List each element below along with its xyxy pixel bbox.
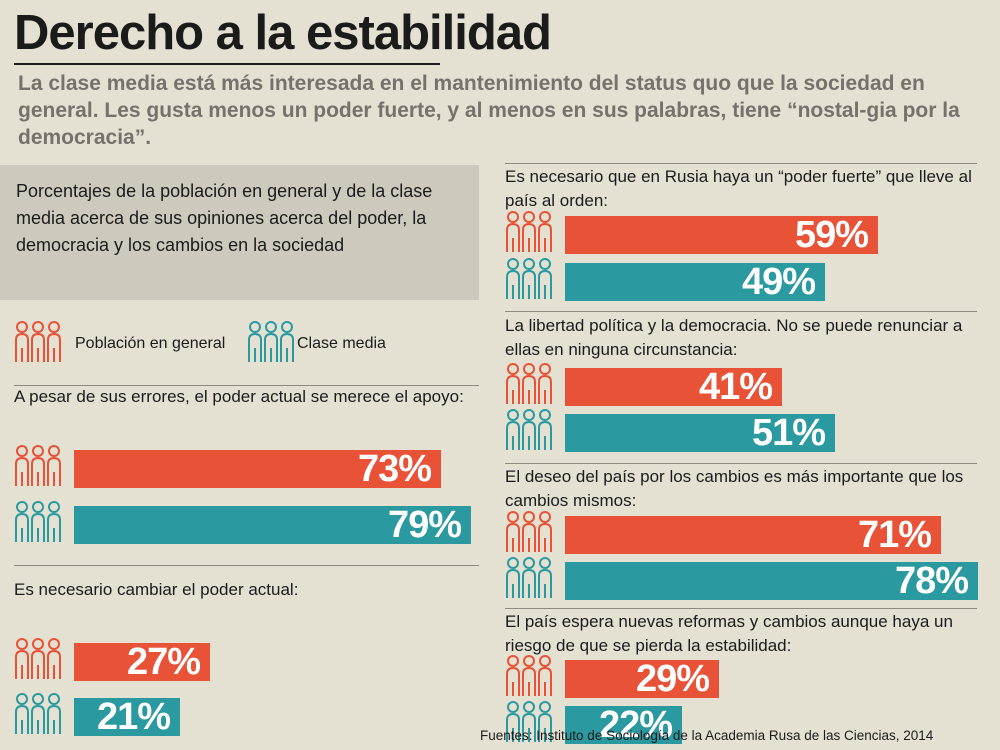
question-divider — [505, 311, 977, 312]
data-label-general: 73% — [357, 447, 432, 490]
people-outline-icon — [248, 321, 294, 362]
bar-general: 71% — [565, 513, 941, 556]
people-outline-icon — [506, 211, 552, 252]
data-label-media: 78% — [894, 559, 969, 602]
question-text: La libertad política y la democracia. No… — [505, 316, 963, 359]
legend-label-general: Población en general — [75, 335, 226, 352]
question-text: Es necesario que en Rusia haya un “poder… — [505, 167, 972, 210]
people-outline-icon — [506, 363, 552, 404]
page-title: Derecho a la estabilidad — [14, 6, 552, 60]
people-outline-icon — [15, 693, 61, 734]
people-outline-icon — [506, 701, 552, 742]
data-label-general: 71% — [857, 513, 932, 556]
question-text: Es necesario cambiar el poder actual: — [14, 580, 299, 599]
people-outline-icon — [506, 258, 552, 299]
data-label-media: 22% — [598, 703, 673, 746]
data-label-general: 59% — [794, 213, 869, 256]
subtitle: La clase media está más interesada en el… — [18, 72, 960, 149]
bar-media: 78% — [565, 559, 978, 602]
data-label-media: 21% — [96, 695, 171, 738]
bar-media: 79% — [74, 503, 471, 546]
bar-general: 73% — [74, 447, 441, 490]
people-outline-icon — [506, 557, 552, 598]
bar-media: 49% — [565, 260, 825, 303]
bar-general: 59% — [565, 213, 878, 256]
data-label-general: 29% — [635, 657, 710, 700]
intro-text: Porcentajes de la población en general y… — [16, 181, 433, 255]
question-divider — [505, 163, 977, 164]
people-outline-icon — [506, 409, 552, 450]
intro-box — [0, 165, 479, 300]
title-underline — [14, 63, 440, 65]
people-outline-icon — [506, 511, 552, 552]
legend-label-media: Clase media — [297, 335, 386, 352]
question-text: A pesar de sus errores, el poder actual … — [14, 387, 464, 406]
people-outline-icon — [15, 445, 61, 486]
bar-general: 41% — [565, 365, 782, 408]
bar-general: 27% — [74, 640, 210, 683]
people-outline-icon — [506, 655, 552, 696]
data-label-media: 51% — [751, 411, 826, 454]
bar-media: 21% — [74, 695, 180, 738]
people-outline-icon — [15, 501, 61, 542]
question-text: El país espera nuevas reformas y cambios… — [505, 612, 953, 655]
bar-general: 29% — [565, 657, 719, 700]
people-outline-icon — [15, 638, 61, 679]
question-text: El deseo del país por los cambios es más… — [505, 467, 964, 510]
question-divider — [14, 565, 479, 566]
question-divider — [505, 463, 977, 464]
data-label-media: 49% — [741, 260, 816, 303]
data-label-general: 27% — [126, 640, 201, 683]
people-outline-icon — [15, 321, 61, 362]
question-divider — [505, 608, 977, 609]
bar-media: 22% — [565, 703, 682, 746]
bar-media: 51% — [565, 411, 835, 454]
source-note: Fuentes: Instituto de Sociología de la A… — [480, 728, 934, 743]
data-label-general: 41% — [698, 365, 773, 408]
data-label-media: 79% — [387, 503, 462, 546]
question-divider — [14, 385, 479, 386]
